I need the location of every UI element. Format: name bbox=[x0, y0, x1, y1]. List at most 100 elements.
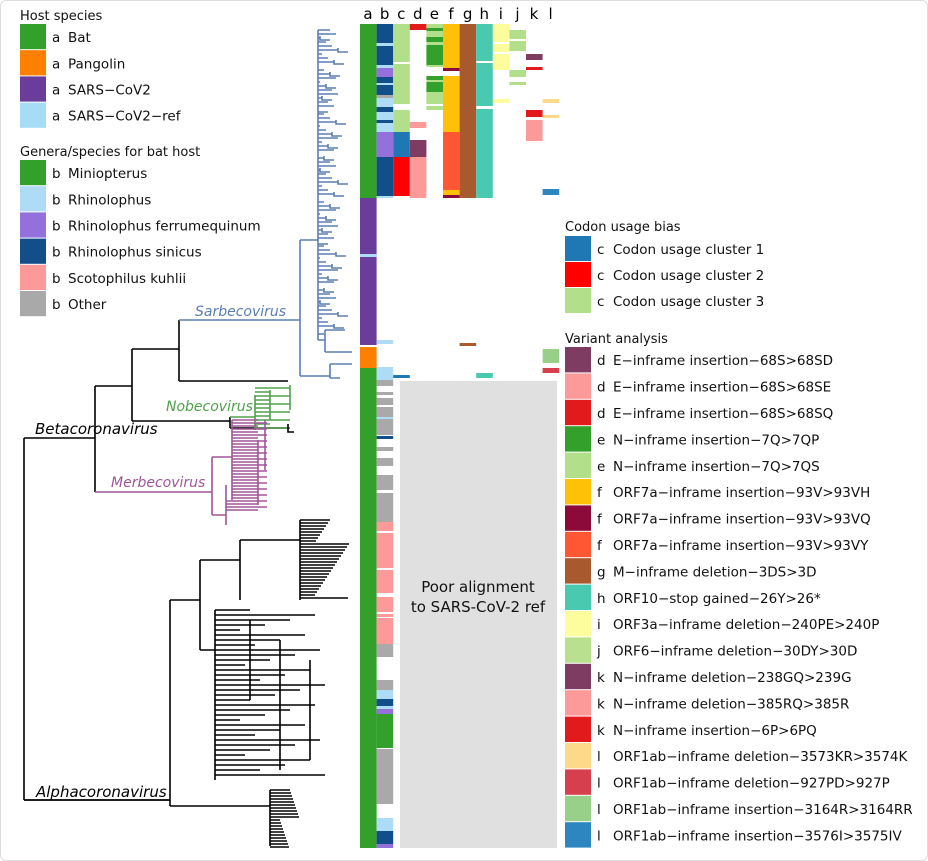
column-e-cell bbox=[426, 31, 443, 37]
alphacoronavirus-clade bbox=[24, 519, 349, 848]
column-l-cell bbox=[542, 368, 560, 373]
column-b-cell bbox=[376, 533, 394, 568]
clade-label-betacoronavirus: Betacoronavirus bbox=[35, 420, 158, 438]
legend-swatch bbox=[565, 426, 591, 452]
clade-label-alphacoronavirus: Alphacoronavirus bbox=[35, 783, 167, 801]
column-l-cell bbox=[542, 349, 560, 363]
column-k-cell bbox=[526, 120, 543, 141]
legend-item-col: k bbox=[597, 670, 605, 686]
column-b-cell bbox=[376, 831, 394, 844]
legend-swatch bbox=[20, 212, 46, 238]
legend-swatch bbox=[20, 160, 46, 186]
legend-swatch bbox=[20, 291, 46, 317]
legend-item-col: l bbox=[597, 802, 601, 818]
column-b-cell bbox=[376, 709, 394, 714]
legend-item-label: Scotophilus kuhlii bbox=[68, 271, 186, 287]
legend-item-label: Bat bbox=[68, 30, 91, 46]
nobecovirus-clade bbox=[230, 385, 291, 430]
legend-swatch bbox=[20, 76, 46, 102]
column-b-cell bbox=[376, 522, 394, 531]
legend-swatch bbox=[565, 558, 591, 584]
legend-swatch bbox=[565, 479, 591, 505]
column-letter-c: c bbox=[397, 5, 405, 23]
column-i-cell bbox=[492, 44, 510, 52]
legend-swatch bbox=[565, 288, 591, 313]
legend-item-col: a bbox=[52, 56, 60, 72]
legend-item-label: Miniopterus bbox=[68, 166, 147, 182]
legend-swatch bbox=[20, 238, 46, 264]
column-b-cell bbox=[376, 419, 394, 435]
column-b-cell bbox=[376, 458, 394, 466]
column-e-cell bbox=[426, 82, 443, 92]
column-a-cell bbox=[360, 198, 377, 345]
column-e-cell bbox=[426, 106, 443, 110]
column-b-cell bbox=[376, 818, 394, 831]
legend-item-col: b bbox=[52, 271, 61, 287]
column-f-cell bbox=[443, 24, 460, 68]
column-a-cell bbox=[360, 24, 377, 198]
column-h-cell bbox=[476, 373, 493, 378]
legend-swatch bbox=[20, 102, 46, 128]
legend-swatch bbox=[565, 347, 591, 373]
sarbecovirus-stem bbox=[179, 240, 301, 376]
column-b-cell bbox=[376, 398, 394, 405]
column-b-cell bbox=[376, 132, 394, 157]
column-k-cell bbox=[526, 110, 543, 117]
column-b-cell bbox=[376, 196, 394, 198]
legend-item-col: b bbox=[52, 219, 61, 235]
column-c-cell bbox=[393, 132, 410, 157]
legend-swatch bbox=[565, 743, 591, 769]
legend-item-label: SARS−CoV2−ref bbox=[68, 109, 182, 125]
column-b-cell bbox=[376, 699, 394, 706]
column-letter-e: e bbox=[430, 5, 439, 23]
column-b-cell bbox=[376, 85, 394, 95]
column-b-cell bbox=[376, 614, 394, 617]
legend-item-col: f bbox=[597, 485, 603, 501]
column-f-cell bbox=[443, 195, 460, 198]
legend-item-col: b bbox=[52, 192, 61, 208]
legend-item-col: k bbox=[597, 696, 605, 712]
column-b-cell bbox=[376, 83, 394, 85]
legend-item-label: Pangolin bbox=[68, 56, 125, 72]
legend-item-label: Other bbox=[68, 297, 107, 313]
legend-swatch bbox=[565, 373, 591, 399]
column-letter-g: g bbox=[463, 5, 473, 23]
column-letter-j: j bbox=[514, 5, 519, 23]
column-l-cell bbox=[542, 99, 560, 103]
legend-swatch bbox=[20, 24, 46, 50]
column-b-cell bbox=[376, 475, 394, 490]
legend-item-label: N−inframe insertion−7Q>7QS bbox=[613, 459, 820, 475]
column-b-cell bbox=[376, 157, 394, 196]
column-e-cell bbox=[426, 28, 443, 31]
legend-swatch bbox=[565, 637, 591, 663]
legend-item-col: f bbox=[597, 512, 603, 528]
column-j-cell bbox=[509, 82, 526, 85]
legend-swatch bbox=[565, 452, 591, 478]
column-b-cell bbox=[376, 706, 394, 709]
legend-item-label: N−inframe deletion−238GQ>239G bbox=[613, 670, 852, 686]
legend-item-col: j bbox=[596, 644, 601, 660]
column-b-cell bbox=[376, 597, 394, 612]
column-g-cell bbox=[459, 24, 477, 198]
column-i-cell bbox=[492, 54, 510, 70]
poor-alignment-label-line1: Poor alignment bbox=[421, 578, 535, 596]
column-b-cell bbox=[376, 680, 394, 690]
column-b-cell bbox=[376, 43, 394, 46]
legend-item-col: b bbox=[52, 297, 61, 313]
column-b-cell bbox=[376, 447, 394, 451]
column-h-cell bbox=[476, 109, 493, 198]
column-b-cell bbox=[376, 340, 394, 344]
column-b-cell bbox=[376, 392, 394, 395]
legend-item-col: b bbox=[52, 245, 61, 261]
legend-swatch bbox=[20, 50, 46, 76]
sarbecovirus-clade bbox=[300, 29, 352, 379]
legend-item-label: ORF1ab−inframe deletion−3573KR>3574K bbox=[613, 749, 909, 765]
legend-item-col: c bbox=[597, 268, 604, 284]
column-b-cell bbox=[376, 24, 394, 43]
legend-title-codon: Codon usage bias bbox=[565, 220, 681, 235]
column-a-cell bbox=[360, 368, 377, 848]
column-k-cell bbox=[526, 54, 543, 60]
column-b-cell bbox=[376, 417, 394, 419]
